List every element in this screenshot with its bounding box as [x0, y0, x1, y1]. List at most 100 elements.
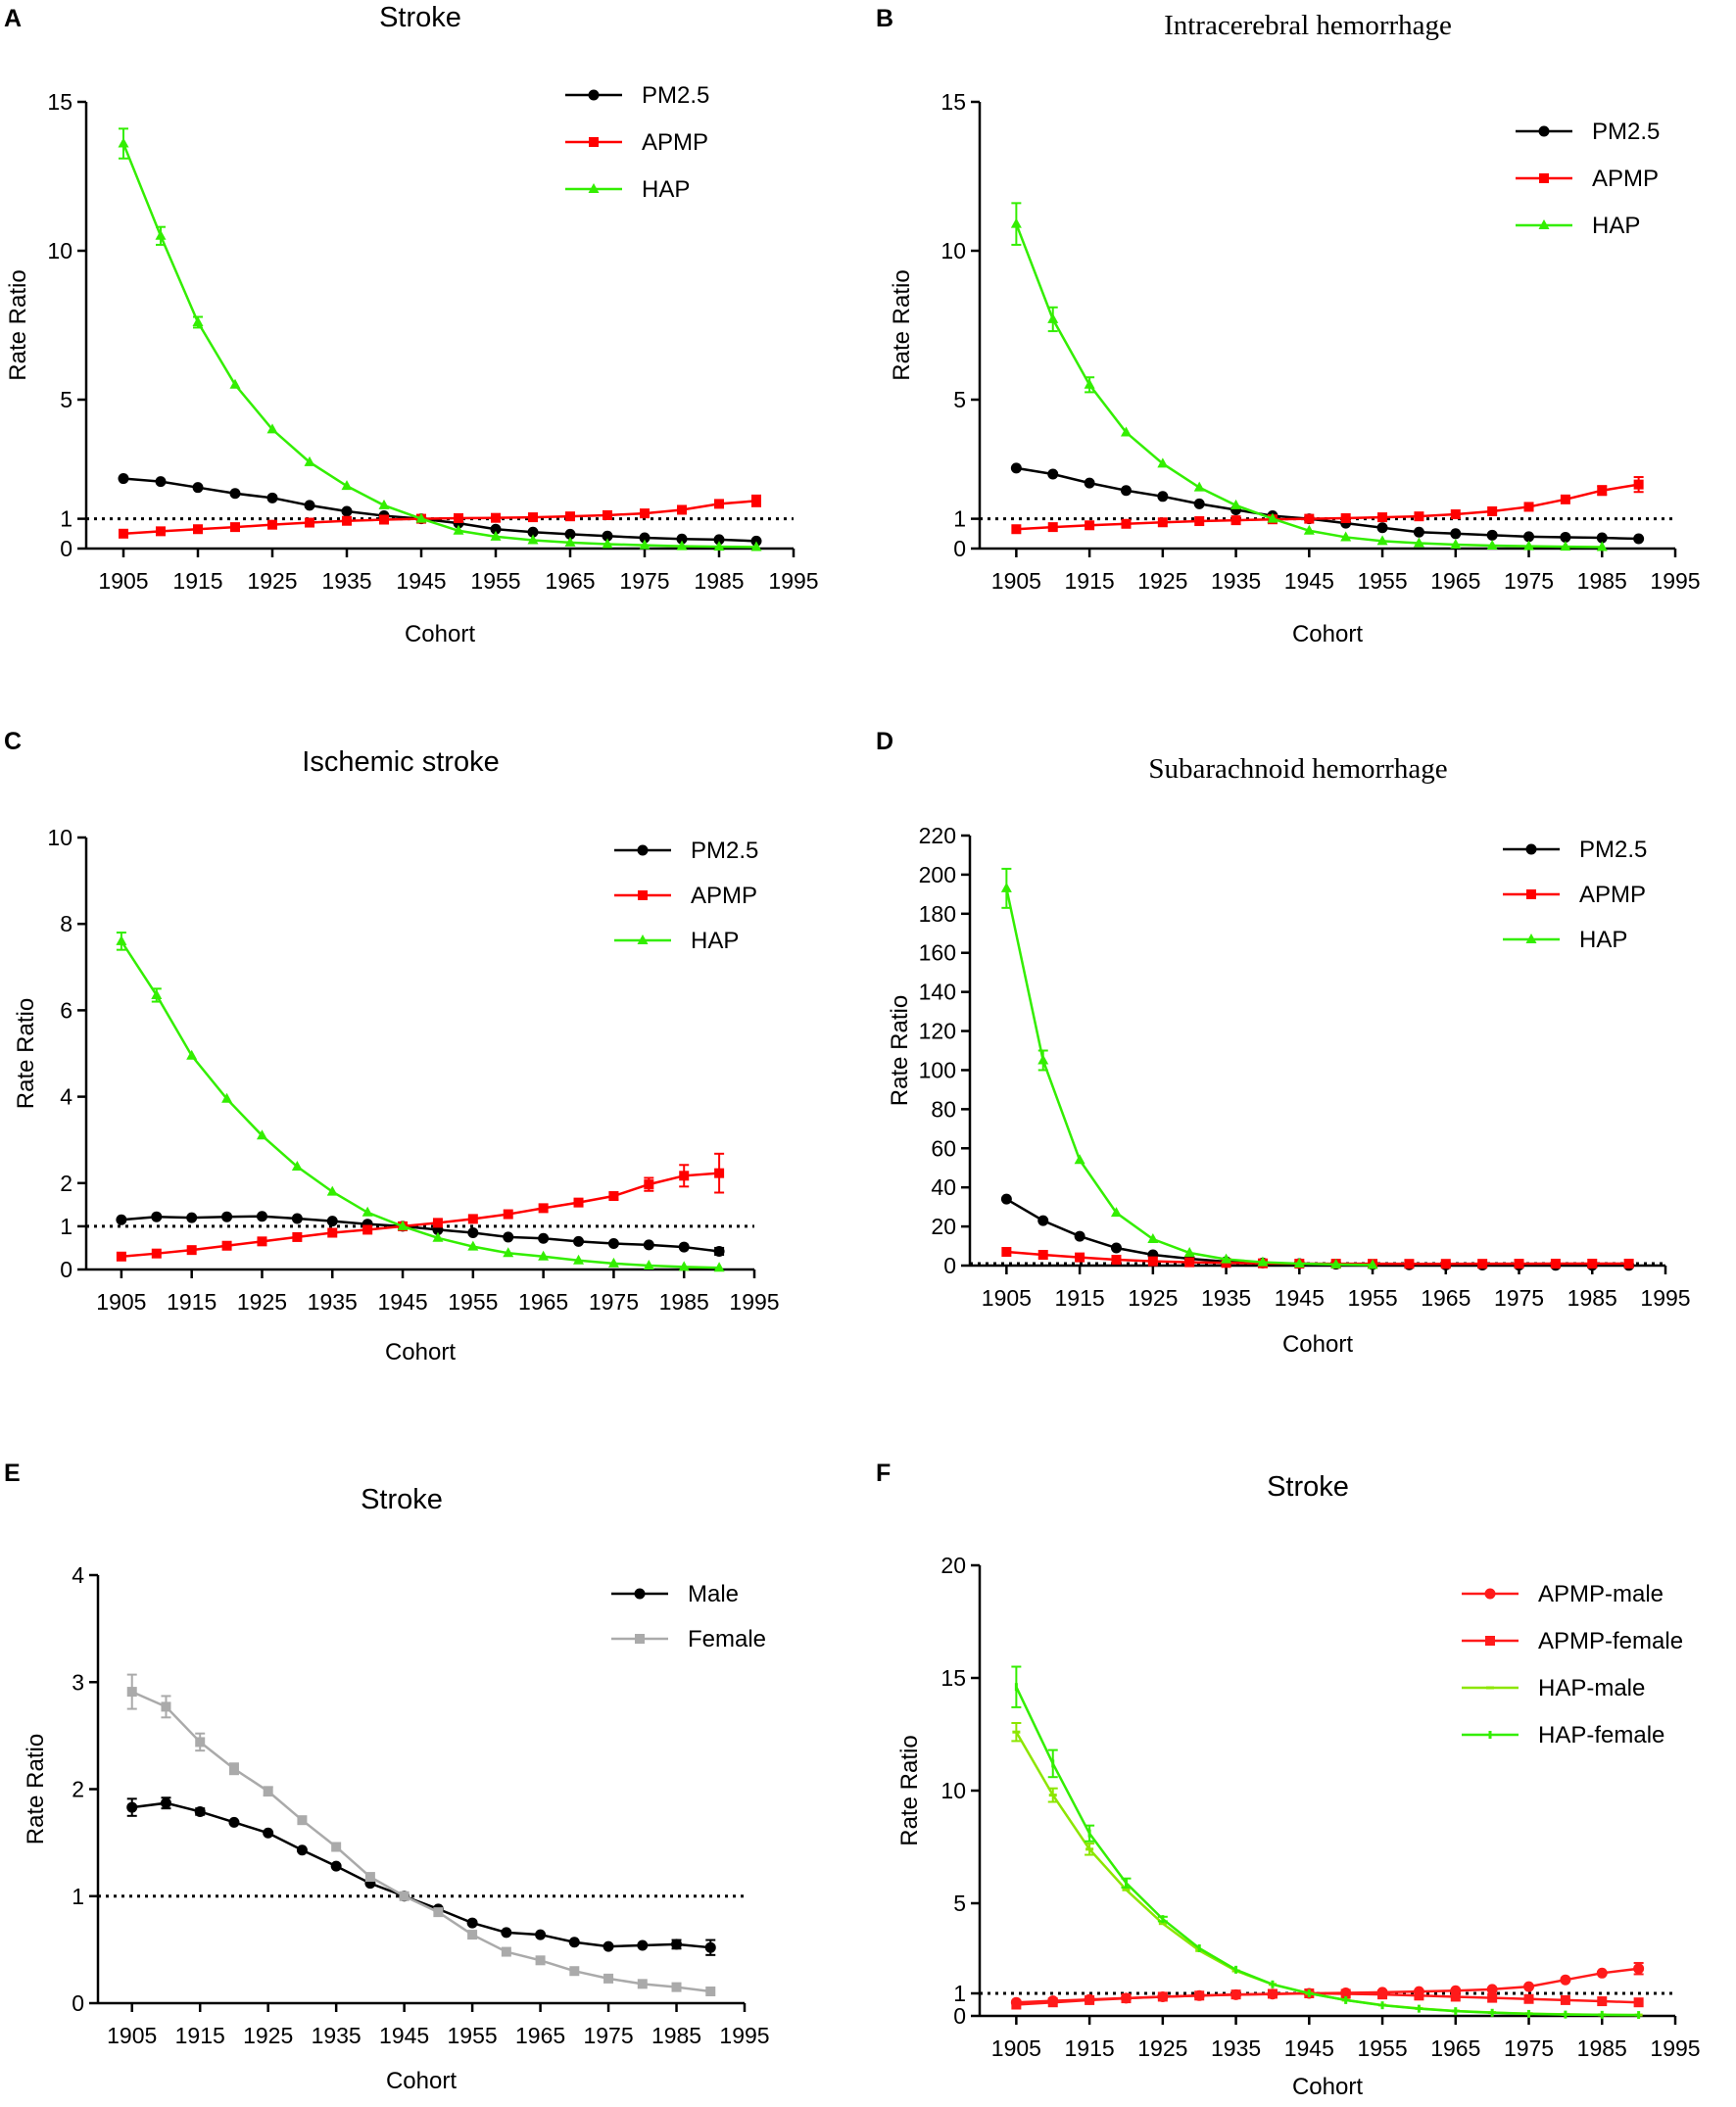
series-pm2-5 — [1010, 462, 1645, 545]
data-point — [1293, 1258, 1305, 1269]
series-line — [121, 1215, 720, 1253]
data-point — [1487, 506, 1498, 516]
data-point — [1047, 468, 1059, 480]
data-point — [1596, 1967, 1608, 1979]
legend-label: HAP — [691, 928, 739, 954]
legend-marker — [588, 183, 600, 193]
x-tick-label: 1985 — [659, 1289, 709, 1315]
chart-title: Subarachnoid hemorrhage — [1148, 753, 1447, 785]
legend-marker — [1538, 125, 1550, 137]
x-axis-label: Cohort — [1292, 2074, 1363, 2100]
data-point — [1377, 1989, 1388, 2000]
y-axis-label: Rate Ratio — [13, 998, 39, 1109]
data-point — [467, 1227, 479, 1239]
series-line — [1016, 466, 1639, 541]
data-point — [1304, 513, 1315, 524]
data-point — [1010, 462, 1022, 474]
legend-label: APMP — [1592, 166, 1659, 192]
legend-marker — [635, 1634, 645, 1644]
data-point — [501, 1927, 512, 1939]
y-tick-label: 8 — [60, 911, 72, 936]
series-pm2-5 — [116, 1211, 725, 1257]
data-point — [1111, 1255, 1122, 1266]
data-point — [503, 1209, 513, 1220]
chart-title: Intracerebral hemorrhage — [1164, 10, 1452, 41]
legend-marker — [1526, 889, 1536, 899]
data-point — [1157, 491, 1169, 503]
series-line — [1005, 1198, 1629, 1268]
data-point — [466, 1917, 478, 1929]
data-point — [751, 496, 761, 506]
y-tick-label: 0 — [60, 536, 72, 561]
data-point — [1084, 477, 1095, 489]
data-point — [118, 473, 129, 485]
data-point — [528, 512, 538, 523]
x-tick-label: 1995 — [768, 568, 818, 594]
y-axis-label: Rate Ratio — [896, 1735, 923, 1845]
x-axis-label: Cohort — [405, 621, 475, 647]
data-point — [266, 492, 278, 503]
series-line — [120, 940, 720, 1269]
data-point — [1560, 1994, 1570, 2005]
data-point — [490, 523, 502, 535]
series-pm2-5 — [118, 473, 762, 547]
data-point — [602, 530, 613, 542]
data-point — [1001, 1247, 1012, 1258]
y-tick-label: 1 — [60, 1214, 72, 1239]
chart-title: Ischemic stroke — [302, 746, 499, 778]
data-point — [639, 539, 651, 550]
data-point — [535, 1955, 546, 1966]
data-point — [1523, 1981, 1535, 1992]
y-tick-label: 200 — [919, 862, 956, 887]
data-point — [397, 1220, 409, 1230]
data-point — [678, 1241, 690, 1253]
x-tick-label: 1975 — [589, 1289, 639, 1315]
series-line — [122, 500, 757, 536]
data-point — [490, 530, 502, 541]
data-point — [151, 1211, 163, 1222]
data-point — [1110, 1242, 1122, 1254]
data-point — [1193, 498, 1205, 509]
data-point — [263, 1786, 273, 1796]
legend-label: PM2.5 — [691, 838, 758, 864]
data-point — [305, 517, 314, 528]
panel-e: E Stroke 0 1 2 3 4 1905 1915 1925 1935 1945 1955 1965… — [4, 1460, 770, 2094]
x-tick-label: 1925 — [243, 2023, 293, 2048]
data-point — [229, 488, 241, 500]
x-tick-label: 1945 — [377, 1289, 427, 1315]
x-tick-label: 1935 — [1201, 1285, 1251, 1311]
data-point — [1230, 499, 1242, 509]
data-point — [126, 1687, 137, 1698]
data-point — [432, 1231, 444, 1242]
x-tick-label: 1985 — [1567, 1285, 1617, 1311]
data-point — [221, 1211, 233, 1222]
data-point — [671, 1939, 683, 1950]
data-point — [1157, 457, 1169, 468]
x-tick-label: 1925 — [1137, 2035, 1187, 2061]
y-tick-label: 80 — [931, 1096, 956, 1122]
y-tick-label: 2 — [72, 1777, 84, 1802]
data-point — [1110, 1207, 1122, 1218]
data-point — [1184, 1257, 1195, 1268]
data-point — [228, 1763, 239, 1774]
data-point — [267, 519, 277, 530]
data-point — [639, 532, 651, 544]
data-point — [1340, 512, 1351, 523]
panel-letter: F — [876, 1460, 891, 1487]
data-point — [192, 315, 204, 326]
x-tick-label: 1905 — [98, 568, 148, 594]
data-point — [186, 1245, 197, 1256]
series-hap — [118, 127, 762, 551]
data-point — [326, 1216, 338, 1227]
x-tick-label: 1915 — [175, 2023, 225, 2048]
series-hap-male — [1011, 1722, 1643, 2017]
data-point — [291, 1161, 303, 1172]
data-point — [467, 1930, 478, 1940]
data-point — [565, 511, 575, 522]
data-point — [607, 1238, 619, 1250]
x-tick-label: 1995 — [1640, 1285, 1690, 1311]
panel-letter: A — [4, 5, 22, 32]
x-tick-label: 1955 — [448, 1289, 498, 1315]
series-male — [126, 1796, 716, 1956]
x-tick-label: 1945 — [396, 568, 446, 594]
